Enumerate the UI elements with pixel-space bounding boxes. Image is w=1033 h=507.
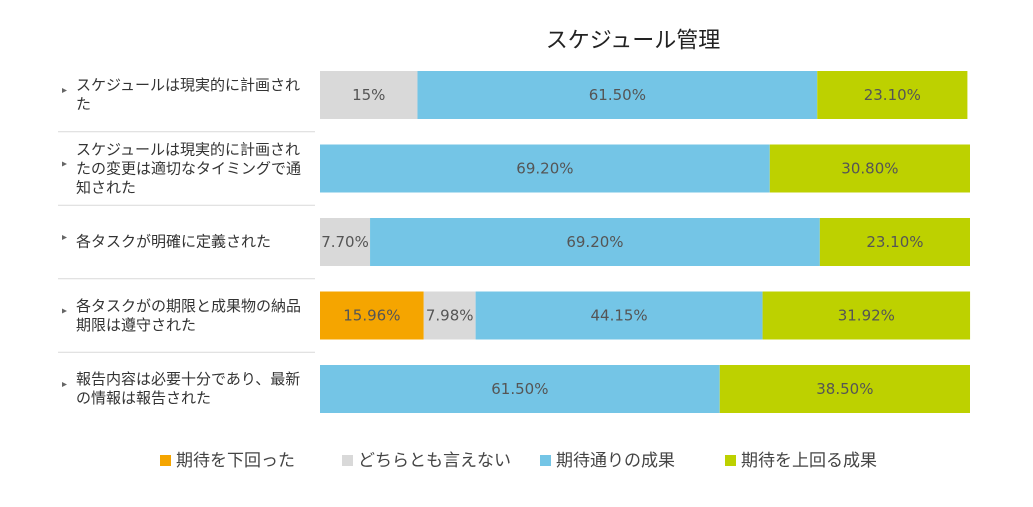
value-label: 61.50% — [491, 380, 548, 398]
category-label: スケジュールは現実的に計画された — [76, 76, 300, 113]
legend-label: どちらとも言えない — [358, 451, 511, 471]
legend-label: 期待通りの成果 — [556, 451, 675, 471]
value-label: 38.50% — [816, 380, 873, 398]
bar-segment — [819, 218, 970, 266]
bar-segment — [475, 291, 763, 340]
chart-title: スケジュール管理 — [546, 29, 720, 54]
bar-segment — [320, 291, 424, 340]
bullet — [62, 161, 67, 167]
legend-swatch — [725, 455, 736, 466]
bar-segment — [320, 71, 418, 119]
legend-swatch — [160, 455, 171, 466]
bullet — [62, 235, 67, 240]
value-label: 23.10% — [864, 86, 921, 104]
category-label: スケジュールは現実的に計画されたの変更は適切なタイミングで通知された — [76, 140, 302, 196]
bar-segment — [769, 144, 970, 193]
bullet — [62, 382, 67, 387]
bar-segment — [370, 218, 820, 266]
value-label: 7.98% — [426, 307, 474, 325]
value-label: 69.20% — [566, 233, 623, 251]
category-label: 各タスクがの期限と成果物の納品期限は遵守された — [76, 296, 302, 334]
value-label: 69.20% — [516, 160, 573, 178]
bar-segment — [320, 365, 720, 413]
value-label: 15.96% — [343, 307, 400, 325]
legend-label: 期待を上回る成果 — [741, 451, 877, 471]
value-label: 44.15% — [590, 307, 647, 325]
value-label: 30.80% — [841, 160, 898, 178]
value-label: 15% — [352, 86, 385, 104]
legend-swatch — [342, 455, 353, 466]
bar-segment — [417, 71, 818, 119]
bullet — [62, 88, 67, 93]
value-label: 61.50% — [589, 86, 646, 104]
bar-segment — [320, 218, 371, 266]
category-label: 報告内容は必要十分であり、最新の情報は報告された — [76, 370, 301, 407]
bullet — [62, 308, 67, 314]
value-label: 31.92% — [838, 307, 895, 325]
bar-segment — [719, 365, 970, 413]
bar-segment — [320, 144, 770, 193]
bar-segment — [762, 291, 971, 340]
bar-segment — [817, 71, 968, 119]
category-label: 各タスクが明確に定義された — [76, 232, 272, 251]
legend-label: 期待を下回った — [176, 451, 295, 471]
value-label: 23.10% — [866, 233, 923, 251]
bar-segment — [423, 291, 476, 340]
value-label: 7.70% — [321, 233, 369, 251]
legend-swatch — [540, 455, 551, 466]
